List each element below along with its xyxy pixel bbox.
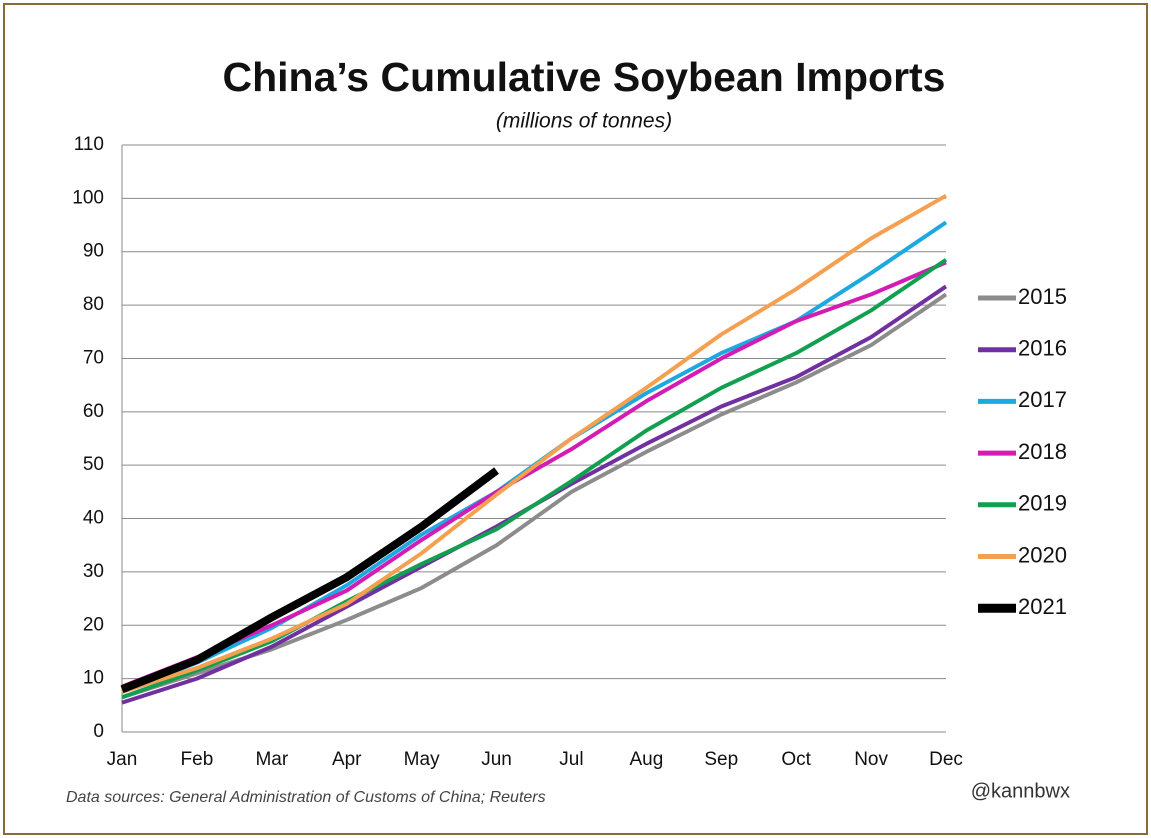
- x-tick-label: Dec: [929, 749, 963, 770]
- legend-label: 2018: [1018, 439, 1067, 464]
- legend-label: 2020: [1018, 542, 1067, 567]
- credit: @kannbwx: [971, 780, 1070, 802]
- legend-label: 2021: [1018, 594, 1067, 619]
- y-tick-label: 60: [83, 401, 104, 422]
- y-tick-label: 10: [83, 668, 104, 689]
- y-tick-label: 0: [93, 721, 104, 742]
- y-tick-label: 90: [83, 241, 104, 262]
- y-tick-label: 100: [72, 187, 104, 208]
- y-tick-label: 110: [74, 134, 104, 155]
- legend-label: 2015: [1018, 284, 1067, 309]
- series-line: [121, 258, 948, 700]
- series-line: [121, 260, 947, 689]
- x-tick-label: Aug: [629, 749, 663, 770]
- y-tick-label: 50: [83, 454, 104, 475]
- y-tick-label: 80: [83, 294, 104, 315]
- x-tick-label: Mar: [255, 749, 288, 770]
- x-tick-label: Jun: [481, 749, 512, 770]
- series-line: [121, 193, 947, 694]
- source-note: Data sources: General Administration of …: [66, 789, 546, 806]
- y-tick-label: 70: [83, 347, 104, 368]
- x-tick-label: Apr: [332, 749, 362, 770]
- chart-subtitle: (millions of tonnes): [496, 110, 672, 133]
- legend-label: 2016: [1018, 336, 1067, 361]
- y-tick-label: 40: [83, 508, 104, 529]
- x-tick-label: Oct: [781, 749, 811, 770]
- x-tick-label: May: [404, 749, 440, 770]
- y-tick-label: 20: [83, 614, 104, 635]
- y-tick-label: 30: [83, 561, 104, 582]
- frame: [3, 3, 1148, 835]
- x-tick-label: Nov: [854, 749, 888, 770]
- legend-label: 2017: [1018, 387, 1067, 412]
- x-tick-label: Jan: [107, 749, 138, 770]
- legend-label: 2019: [1018, 491, 1067, 516]
- x-tick-label: Jul: [559, 749, 583, 770]
- x-tick-label: Sep: [704, 749, 738, 770]
- chart-title: China’s Cumulative Soybean Imports: [223, 54, 946, 100]
- series-line: [120, 467, 499, 694]
- x-tick-label: Feb: [181, 749, 214, 770]
